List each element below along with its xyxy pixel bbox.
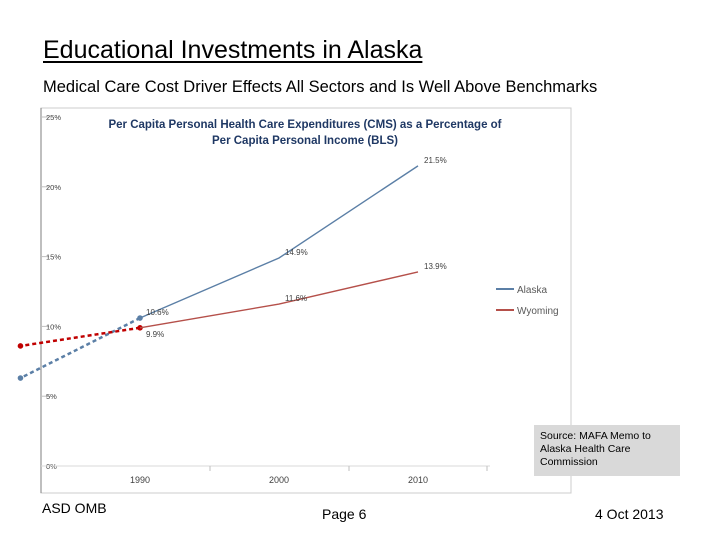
data-label: 13.9% <box>424 262 447 271</box>
extrapolation-point <box>17 375 24 381</box>
chart-plot-area: 0%5%10%15%20%25%1990 2000 201010.6%14.9%21… <box>17 113 559 485</box>
data-label: 11.6% <box>285 294 307 303</box>
series-line <box>139 165 419 319</box>
chart-frame <box>40 107 572 494</box>
y-tick-label: 20% <box>46 183 61 192</box>
extrapolation-point <box>17 343 24 349</box>
x-tick-label: 2000 <box>269 475 289 485</box>
y-tick-label: 15% <box>46 253 61 262</box>
y-tick-label: 10% <box>46 322 61 331</box>
data-label: 21.5% <box>424 156 447 165</box>
legend-label: Alaska <box>517 285 547 296</box>
x-tick-label: 1990 <box>130 475 150 485</box>
footer-date: 4 Oct 2013 <box>595 506 664 522</box>
y-tick-label: 5% <box>46 392 57 401</box>
chart-title-line-2: Per Capita Personal Income (BLS) <box>212 135 398 147</box>
series-line <box>139 271 419 329</box>
extrapolation-line <box>20 326 141 348</box>
data-label: 10.6% <box>146 308 169 317</box>
extrapolation-point <box>137 324 143 331</box>
footer-organization: ASD OMB <box>42 500 107 516</box>
y-tick-label: 25% <box>46 113 61 122</box>
x-tick-label: 2010 <box>408 475 428 485</box>
extrapolation-line <box>19 316 141 380</box>
source-note: Source: MAFA Memo to Alaska Health Care … <box>534 425 680 476</box>
data-label: 9.9% <box>146 330 164 339</box>
slide-title: Educational Investments in Alaska <box>43 36 423 64</box>
data-label: 14.9% <box>285 248 308 257</box>
footer-page-number: Page 6 <box>322 506 367 522</box>
slide-subtitle: Medical Care Cost Driver Effects All Sec… <box>43 78 598 96</box>
legend-label: Wyoming <box>517 306 559 317</box>
chart-title-line-1: Per Capita Personal Health Care Expendit… <box>108 119 501 131</box>
